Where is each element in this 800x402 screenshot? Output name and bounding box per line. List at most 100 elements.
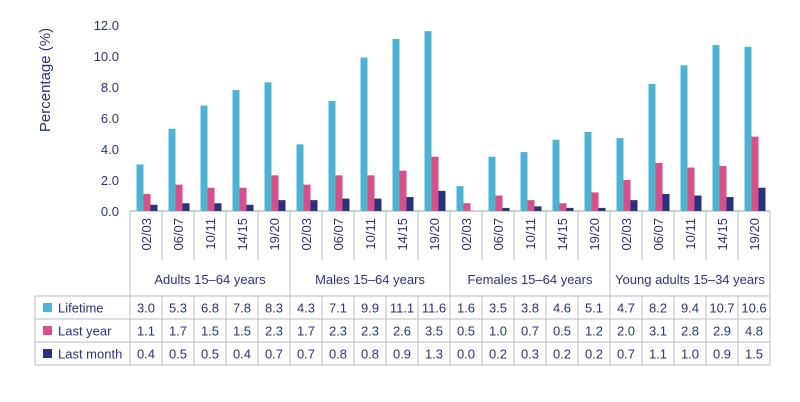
table-cell: 0.2 <box>585 347 603 362</box>
bar-last-month <box>726 197 734 211</box>
table-cell: 9.9 <box>361 301 379 316</box>
legend-swatch <box>43 349 52 358</box>
table-cell: 2.9 <box>713 324 731 339</box>
period-label: 19/20 <box>267 218 282 251</box>
period-label: 19/20 <box>587 218 602 251</box>
bar-lifetime <box>424 31 432 212</box>
table-cell: 3.1 <box>649 324 667 339</box>
bar-last-month <box>374 198 382 211</box>
table-cell: 0.7 <box>521 324 539 339</box>
table-cell: 6.8 <box>201 301 219 316</box>
group-label: Adults 15–64 years <box>154 272 266 287</box>
table-cell: 3.5 <box>489 301 507 316</box>
period-label: 02/03 <box>139 218 154 251</box>
group-label: Young adults 15–34 years <box>615 272 765 287</box>
bar-lifetime <box>392 38 400 212</box>
bar-last-month <box>150 204 158 211</box>
bar-lifetime <box>488 156 496 211</box>
bar-lifetime <box>136 164 144 211</box>
period-label: 10/11 <box>203 218 218 250</box>
bar-last-year <box>207 187 215 211</box>
table-cell: 11.6 <box>422 301 446 316</box>
table-cell: 2.3 <box>329 324 347 339</box>
table-cell: 0.0 <box>457 347 475 362</box>
table-cell: 0.9 <box>713 347 731 362</box>
table-cell: 0.7 <box>617 347 635 362</box>
bar-last-year <box>303 184 311 211</box>
bar-last-month <box>278 200 286 211</box>
table-cell: 10.6 <box>741 301 766 316</box>
bar-last-month <box>342 198 350 211</box>
group-label: Males 15–64 years <box>315 272 425 287</box>
bar-last-year <box>239 187 247 211</box>
period-label: 02/03 <box>299 218 314 251</box>
table-cell: 0.5 <box>169 347 187 362</box>
period-label: 14/15 <box>395 218 410 251</box>
bar-last-year <box>687 167 695 211</box>
data-table: 02/03 06/07 10/11 14/15 19/20 Adults 15–64 ye… <box>34 211 771 366</box>
period-label: 10/11 <box>523 218 538 250</box>
bar-lifetime <box>520 152 528 211</box>
bar-last-year <box>431 156 439 211</box>
table-cell: 2.3 <box>361 324 379 339</box>
bar-last-month <box>598 207 606 211</box>
bar-last-year <box>591 192 599 211</box>
bar-last-year <box>751 136 759 211</box>
period-label: 10/11 <box>363 218 378 250</box>
bar-last-year <box>623 180 631 211</box>
bar-lifetime <box>296 144 304 211</box>
table-cell: 4.8 <box>745 324 763 339</box>
bar-last-month <box>214 203 222 211</box>
table-cell: 4.6 <box>553 301 571 316</box>
y-tick-label: 0.0 <box>101 204 119 219</box>
table-cell: 0.8 <box>361 347 379 362</box>
y-tick-label: 2.0 <box>101 173 119 188</box>
period-label: 14/15 <box>715 218 730 251</box>
bar-last-year <box>175 184 183 211</box>
table-cell: 0.8 <box>329 347 347 362</box>
period-label: 14/15 <box>235 218 250 251</box>
bar-lifetime <box>328 100 336 211</box>
period-label: 19/20 <box>427 218 442 251</box>
bar-last-month <box>438 190 446 211</box>
table-cell: 2.6 <box>393 324 411 339</box>
table-cell: 7.8 <box>233 301 251 316</box>
bar-lifetime <box>680 65 688 211</box>
table-cell: 8.2 <box>649 301 667 316</box>
legend-label: Last year <box>58 324 112 339</box>
table-cell: 0.7 <box>265 347 283 362</box>
y-tick-label: 4.0 <box>101 142 119 157</box>
table-cell: 1.6 <box>457 301 475 316</box>
y-tick-label: 10.0 <box>94 49 119 64</box>
bar-lifetime <box>712 45 720 212</box>
period-label: 02/03 <box>619 218 634 251</box>
table-cell: 4.7 <box>617 301 635 316</box>
bar-last-year <box>559 203 567 211</box>
table-cell: 4.3 <box>297 301 315 316</box>
table-cell: 0.2 <box>489 347 507 362</box>
bar-lifetime <box>744 46 752 212</box>
legend-swatch <box>43 303 52 312</box>
table-cell: 1.0 <box>489 324 507 339</box>
bar-last-month <box>630 200 638 211</box>
table-cell: 0.5 <box>553 324 571 339</box>
table-cell: 0.4 <box>233 347 251 362</box>
bar-last-year <box>271 175 279 211</box>
bar-last-month <box>246 204 254 211</box>
table-cell: 3.8 <box>521 301 539 316</box>
table-cell: 0.7 <box>297 347 315 362</box>
bar-last-year <box>367 175 375 211</box>
bar-last-year <box>495 195 503 211</box>
period-label: 02/03 <box>459 218 474 251</box>
bar-last-year <box>527 200 535 211</box>
bar-last-year <box>143 193 151 211</box>
table-cell: 3.5 <box>425 324 443 339</box>
table-cell: 5.3 <box>169 301 187 316</box>
bar-last-month <box>694 195 702 211</box>
table-cell: 7.1 <box>329 301 347 316</box>
table-cell: 0.5 <box>201 347 219 362</box>
table-cell: 1.5 <box>745 347 763 362</box>
y-axis-label: Percentage (%) <box>37 28 54 132</box>
period-label: 06/07 <box>171 218 186 251</box>
